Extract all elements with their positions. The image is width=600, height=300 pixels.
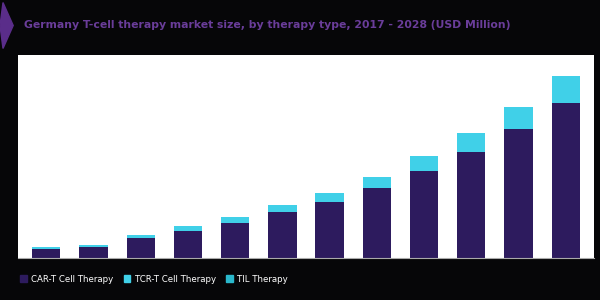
Bar	[316, 202, 344, 258]
Bar	[79, 244, 108, 247]
Bar	[79, 247, 108, 258]
Bar	[32, 249, 61, 258]
Bar	[362, 188, 391, 258]
Bar	[221, 223, 250, 258]
Bar	[362, 176, 391, 188]
Bar	[316, 193, 344, 202]
Bar	[410, 156, 438, 171]
Bar	[504, 107, 533, 129]
Bar	[457, 152, 485, 258]
Bar	[504, 129, 533, 258]
Polygon shape	[0, 2, 13, 48]
Bar	[221, 217, 250, 223]
Bar	[268, 205, 296, 212]
Bar	[457, 134, 485, 152]
Bar	[268, 212, 296, 258]
Bar	[127, 235, 155, 238]
Bar	[174, 226, 202, 231]
Bar	[32, 247, 61, 249]
Bar	[174, 231, 202, 258]
Legend: CAR-T Cell Therapy, TCR-T Cell Therapy, TIL Therapy: CAR-T Cell Therapy, TCR-T Cell Therapy, …	[16, 271, 292, 287]
Text: Germany T-cell therapy market size, by therapy type, 2017 - 2028 (USD Million): Germany T-cell therapy market size, by t…	[24, 20, 511, 31]
Bar	[551, 103, 580, 258]
Bar	[410, 171, 438, 258]
Bar	[551, 76, 580, 103]
Bar	[127, 238, 155, 258]
